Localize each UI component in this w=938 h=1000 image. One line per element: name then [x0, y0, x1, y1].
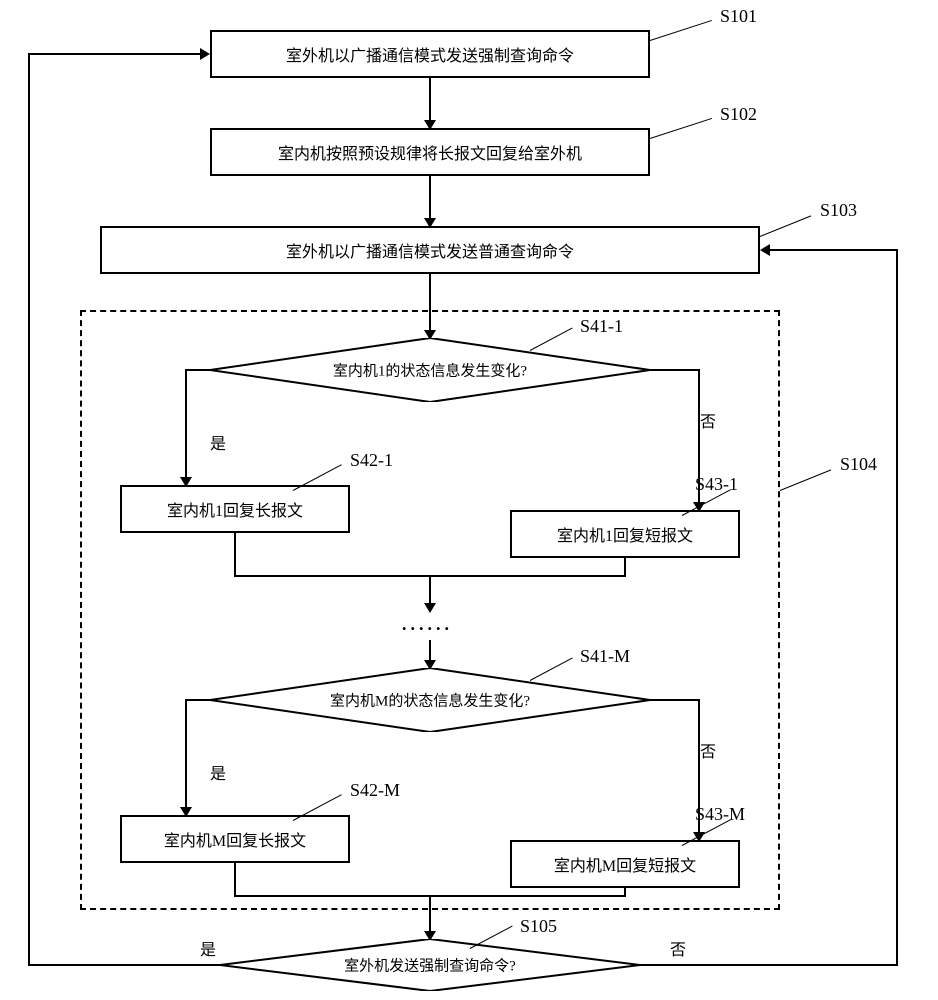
step-s41-m: S41-M: [580, 646, 630, 667]
step-s102: S102: [720, 104, 757, 125]
arrow-s105-no: [760, 244, 770, 256]
node-s43-1: 室内机1回复短报文: [510, 510, 740, 558]
arrow-s105-yes: [200, 48, 210, 60]
edge-s42-m-down: [234, 863, 236, 895]
node-s41-m-label: 室内机M的状态信息发生变化?: [330, 690, 530, 711]
edge-s105-no-h2: [770, 249, 898, 251]
node-s103: 室外机以广播通信模式发送普通查询命令: [100, 226, 760, 274]
step-s101: S101: [720, 6, 757, 27]
edge-s105-yes-v: [28, 53, 30, 966]
edge-s41-1-no: 否: [700, 408, 716, 432]
step-s42-m: S42-M: [350, 780, 400, 801]
node-s41-m: 室内机M的状态信息发生变化?: [210, 668, 650, 732]
step-s105: S105: [520, 916, 557, 937]
node-s42-1-label: 室内机1回复长报文: [167, 497, 303, 521]
node-s41-1-label: 室内机1的状态信息发生变化?: [333, 360, 527, 381]
node-s101: 室外机以广播通信模式发送强制查询命令: [210, 30, 650, 78]
node-s42-m-label: 室内机M回复长报文: [164, 827, 306, 851]
node-s102: 室内机按照预设规律将长报文回复给室外机: [210, 128, 650, 176]
arrow-merge-1: [424, 603, 436, 613]
step-s42-1: S42-1: [350, 450, 393, 471]
node-s41-1: 室内机1的状态信息发生变化?: [210, 338, 650, 402]
step-s43-m: S43-M: [695, 804, 745, 825]
edge-s105-no-h: [640, 964, 898, 966]
leader-s102: [650, 118, 712, 139]
edge-s43-1-down: [624, 558, 626, 575]
node-s101-label: 室外机以广播通信模式发送强制查询命令: [286, 42, 574, 66]
edge-s41-m-yes: 是: [210, 760, 226, 784]
node-s43-1-label: 室内机1回复短报文: [557, 522, 693, 546]
edge-s105-yes-h2: [28, 53, 208, 55]
step-s103: S103: [820, 200, 857, 221]
edge-s105-yes-h: [28, 964, 220, 966]
step-s41-1: S41-1: [580, 316, 623, 337]
edge-s41-1-yes: 是: [210, 430, 226, 454]
leader-s101: [650, 20, 712, 41]
leader-s104: [780, 469, 831, 491]
step-s43-1: S43-1: [695, 474, 738, 495]
step-s104: S104: [840, 454, 877, 475]
node-s102-label: 室内机按照预设规律将长报文回复给室外机: [278, 140, 582, 164]
edge-s105-no-v: [896, 249, 898, 966]
edge-s41-m-left-h: [185, 699, 210, 701]
edge-s43-m-down: [624, 888, 626, 895]
node-s42-1: 室内机1回复长报文: [120, 485, 350, 533]
edge-s41-m-no: 否: [700, 738, 716, 762]
ellipsis: ......: [402, 614, 453, 635]
node-s103-label: 室外机以广播通信模式发送普通查询命令: [286, 238, 574, 262]
edge-s105-yes: 是: [200, 936, 216, 960]
node-s105: 室外机发送强制查询命令?: [220, 939, 640, 991]
edge-s41-1-right-h: [650, 369, 700, 371]
edge-s105-no: 否: [670, 936, 686, 960]
node-s42-m: 室内机M回复长报文: [120, 815, 350, 863]
node-s105-label: 室外机发送强制查询命令?: [344, 955, 516, 976]
edge-s42-1-down: [234, 533, 236, 575]
edge-s41-1-left-h: [185, 369, 210, 371]
node-s43-m-label: 室内机M回复短报文: [554, 852, 696, 876]
edge-s41-m-right-h: [650, 699, 700, 701]
edge-s41-m-left-v: [185, 699, 187, 815]
leader-s103: [760, 215, 811, 237]
node-s43-m: 室内机M回复短报文: [510, 840, 740, 888]
edge-s41-1-left-v: [185, 369, 187, 485]
